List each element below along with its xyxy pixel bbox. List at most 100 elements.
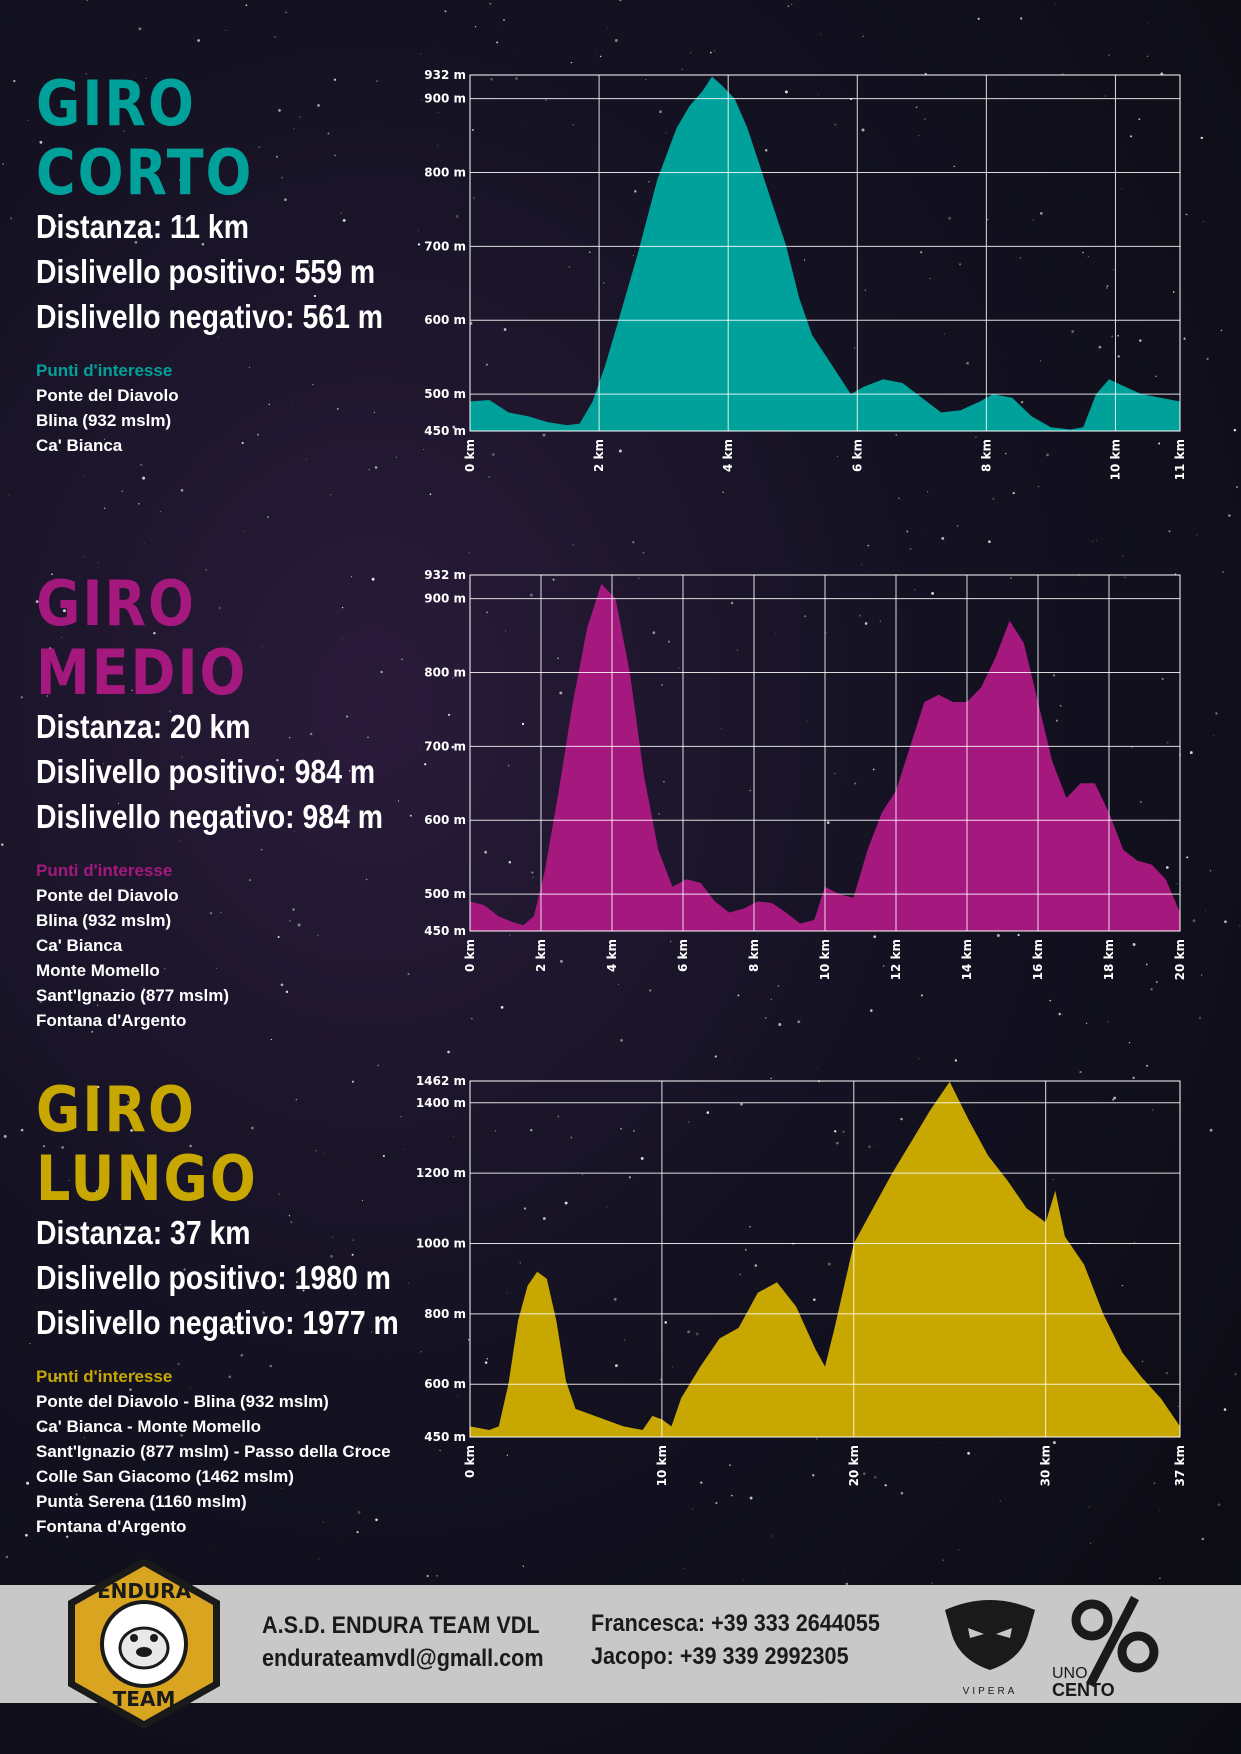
star xyxy=(1176,883,1178,885)
y-tick-label: 600 m xyxy=(424,1377,466,1391)
star xyxy=(310,732,313,736)
star xyxy=(655,1107,657,1108)
star xyxy=(488,475,491,478)
star xyxy=(69,1315,71,1317)
star xyxy=(451,745,455,749)
star xyxy=(252,1324,254,1326)
y-tick-label: 932 m xyxy=(424,70,466,82)
star xyxy=(1189,751,1193,755)
star xyxy=(1201,1537,1205,1541)
star xyxy=(942,1559,944,1561)
star xyxy=(500,1006,504,1009)
star xyxy=(245,4,248,7)
y-tick-label: 1200 m xyxy=(416,1166,466,1180)
star xyxy=(1159,1577,1161,1580)
star xyxy=(20,1128,24,1132)
star xyxy=(348,770,351,772)
star xyxy=(377,1064,380,1067)
star xyxy=(468,1339,470,1341)
star xyxy=(447,713,451,716)
star xyxy=(772,1535,774,1537)
star xyxy=(859,614,862,617)
star xyxy=(1104,95,1106,97)
distance-stat: Distanza: 20 km xyxy=(36,708,251,745)
star xyxy=(225,29,227,31)
star xyxy=(1088,1506,1090,1508)
star xyxy=(992,497,995,500)
star xyxy=(815,1437,818,1440)
endura-team-logo: ENDURA TEAM xyxy=(68,1558,220,1729)
star xyxy=(37,1505,39,1508)
star xyxy=(417,229,419,231)
star xyxy=(376,80,378,82)
ascent-stat: Dislivello positivo: 1980 m xyxy=(36,1259,391,1296)
star xyxy=(85,73,87,75)
chart-frame xyxy=(469,74,1181,432)
star xyxy=(873,1475,877,1479)
star xyxy=(67,889,71,893)
y-tick-label: 700 m xyxy=(424,739,466,753)
star xyxy=(606,27,608,29)
elevation-area xyxy=(470,76,1180,431)
star xyxy=(216,228,219,231)
star xyxy=(1174,573,1177,575)
star xyxy=(568,265,571,268)
star xyxy=(285,11,287,14)
unocento-logo: UNO CENTO xyxy=(1052,1595,1159,1700)
y-tick-label: 500 m xyxy=(424,887,466,901)
star xyxy=(302,1289,305,1292)
star xyxy=(288,1214,291,1217)
star xyxy=(104,507,106,509)
star xyxy=(494,1130,497,1132)
star xyxy=(142,476,146,480)
star xyxy=(1017,933,1020,937)
x-tick-label: 20 km xyxy=(1173,939,1187,980)
star xyxy=(127,1100,130,1103)
star xyxy=(854,347,856,349)
star xyxy=(770,1077,772,1080)
star xyxy=(570,61,573,64)
star xyxy=(180,1433,183,1437)
star xyxy=(906,530,909,533)
star xyxy=(336,1538,337,1539)
star xyxy=(669,940,672,943)
star xyxy=(909,547,912,550)
star xyxy=(570,1136,573,1139)
star xyxy=(1220,329,1223,332)
star xyxy=(900,1117,903,1121)
x-tick-label: 6 km xyxy=(676,939,690,972)
star xyxy=(240,1353,244,1357)
y-tick-label: 450 m xyxy=(424,424,466,438)
star xyxy=(139,668,142,671)
star xyxy=(29,1343,31,1345)
star xyxy=(820,33,822,35)
star xyxy=(269,1364,273,1368)
poi-item: Punta Serena (1160 mslm) xyxy=(36,1492,247,1511)
star xyxy=(1139,339,1142,342)
star xyxy=(816,1067,818,1069)
star xyxy=(114,1277,117,1281)
star xyxy=(744,1248,747,1251)
star xyxy=(292,908,295,911)
star xyxy=(1128,1041,1131,1044)
star xyxy=(25,1533,28,1537)
club-email: endurateamvdl@gmall.com xyxy=(262,1645,544,1672)
star xyxy=(341,606,344,609)
star xyxy=(1180,894,1182,896)
star xyxy=(181,217,183,219)
star xyxy=(473,197,475,199)
star xyxy=(506,1292,508,1294)
star xyxy=(956,525,959,527)
star xyxy=(1012,492,1015,495)
star xyxy=(187,664,189,667)
y-tick-label: 800 m xyxy=(424,665,466,679)
star xyxy=(330,1254,334,1258)
poi-heading: Punti d'interesse xyxy=(36,1367,173,1386)
star xyxy=(1111,335,1114,338)
star xyxy=(121,490,124,492)
poi-heading: Punti d'interesse xyxy=(36,361,173,380)
star xyxy=(1233,428,1237,432)
star xyxy=(330,494,332,496)
star xyxy=(297,923,301,927)
club-name: A.S.D. ENDURA TEAM VDL xyxy=(262,1612,540,1639)
